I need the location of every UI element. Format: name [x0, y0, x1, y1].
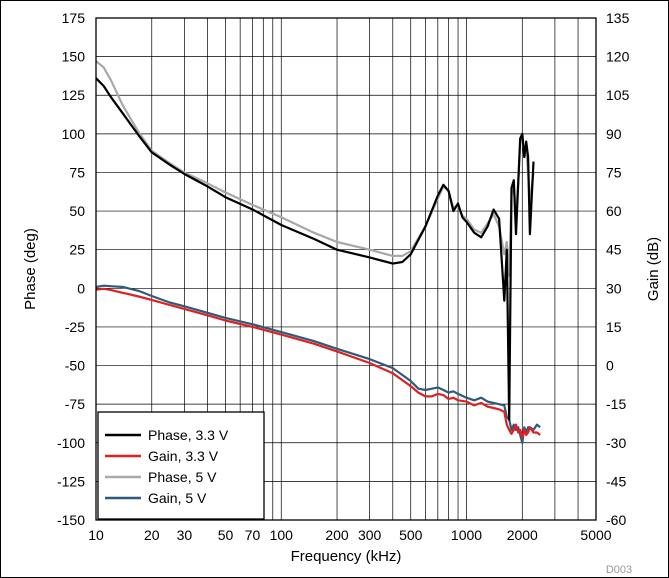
x-tick-label: 5000	[580, 527, 611, 543]
series-line-gain-5-v	[95, 284, 541, 444]
right-tick-label: 60	[606, 203, 622, 219]
left-tick-label: -150	[57, 512, 85, 528]
series-line-phase-3-3-v	[95, 77, 535, 421]
left-tick-label: -100	[57, 435, 85, 451]
legend-label: Gain, 3.3 V	[148, 448, 219, 464]
left-tick-label: 150	[62, 49, 86, 65]
x-tick-label: 100	[270, 527, 294, 543]
right-tick-label: -60	[606, 512, 626, 528]
left-tick-label: 75	[69, 164, 85, 180]
left-tick-label: 100	[62, 126, 86, 142]
right-tick-label: 105	[606, 87, 630, 103]
x-tick-label: 300	[358, 527, 382, 543]
right-tick-label: 120	[606, 49, 630, 65]
left-tick-label: 0	[77, 280, 85, 296]
legend-label: Gain, 5 V	[148, 490, 207, 506]
left-axis-title: Phase (deg)	[22, 228, 39, 310]
series-line-gain-3-3-v	[95, 287, 541, 439]
x-tick-label: 200	[325, 527, 349, 543]
left-tick-label: 125	[62, 87, 86, 103]
right-tick-label: -45	[606, 473, 626, 489]
plot-border	[95, 17, 597, 521]
right-tick-label: -30	[606, 435, 626, 451]
right-tick-label: 135	[606, 10, 630, 26]
x-tick-label: 50	[218, 527, 234, 543]
legend: Phase, 3.3 V Gain, 3.3 V Phase, 5 V Gain, 5…	[97, 411, 265, 520]
left-tick-label: 175	[62, 10, 86, 26]
left-axis-ticks: 175 150 125 100 75 50 25 0 -25 -50 -75 -100 -125 -150	[57, 10, 85, 528]
right-axis-title: Gain (dB)	[645, 237, 662, 301]
right-tick-label: 30	[606, 280, 622, 296]
legend-label: Phase, 3.3 V	[148, 427, 229, 443]
right-tick-label: 75	[606, 164, 622, 180]
right-tick-label: 90	[606, 126, 622, 142]
legend-box	[97, 411, 265, 520]
left-tick-label: -75	[65, 396, 85, 412]
x-tick-label: 1000	[451, 527, 482, 543]
right-axis-ticks: 135 120 105 90 75 60 45 30 15 0 -15 -30 -45 -60	[606, 10, 630, 528]
x-tick-label: 500	[399, 527, 423, 543]
right-tick-label: 0	[606, 358, 614, 374]
left-tick-label: -50	[65, 358, 85, 374]
right-tick-label: -15	[606, 396, 626, 412]
x-axis-ticks: 10 20 30 50 70 100 200 300 500 1000 2000 5000	[88, 527, 612, 543]
x-tick-label: 2000	[507, 527, 538, 543]
series-layer	[95, 60, 541, 444]
x-tick-label: 20	[144, 527, 160, 543]
x-tick-label: 70	[245, 527, 261, 543]
figure-id: D003	[606, 564, 632, 576]
right-tick-label: 15	[606, 319, 622, 335]
left-tick-label: -125	[57, 473, 85, 489]
legend-label: Phase, 5 V	[148, 469, 217, 485]
x-axis-title: Frequency (kHz)	[291, 548, 402, 565]
x-tick-label: 10	[88, 527, 104, 543]
left-tick-label: 25	[69, 242, 85, 258]
left-tick-label: -25	[65, 319, 85, 335]
x-tick-label: 30	[177, 527, 193, 543]
right-tick-label: 45	[606, 242, 622, 258]
left-tick-label: 50	[69, 203, 85, 219]
